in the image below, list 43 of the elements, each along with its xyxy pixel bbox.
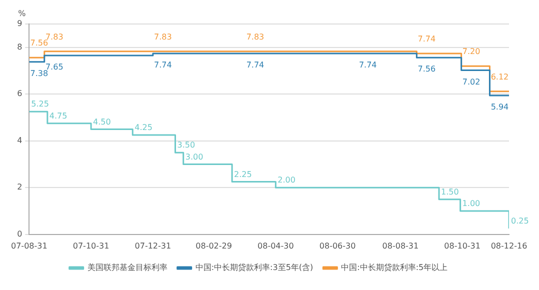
data-label: 4.50: [93, 117, 111, 126]
data-label: 7.74: [358, 60, 377, 70]
y-tick-label: 6: [17, 89, 22, 98]
data-label: 7.56: [30, 38, 48, 48]
x-tick-label: 08-08-31: [382, 241, 419, 250]
data-label: 2.25: [234, 170, 252, 179]
data-label: 7.74: [418, 34, 436, 44]
x-tick-label: 07-10-31: [72, 241, 110, 250]
y-tick-label: 2: [17, 182, 22, 192]
x-tick-label: 08-10-31: [444, 241, 480, 250]
legend-label: 中国:中长期贷款利率:5年以上: [341, 263, 448, 272]
y-tick-label: 8: [17, 42, 22, 52]
data-label: 3.50: [177, 140, 196, 150]
legend-label: 中国:中长期贷款利率:3至5年(含): [195, 263, 314, 272]
data-label: 2.00: [278, 176, 296, 185]
data-label: 7.20: [462, 47, 480, 56]
data-label: 6.12: [490, 72, 509, 82]
data-label: 7.83: [154, 32, 172, 42]
data-label: 5.94: [490, 102, 509, 112]
data-label: 1.50: [441, 187, 459, 196]
data-label: 4.25: [134, 123, 152, 132]
data-label: 3.00: [185, 152, 204, 162]
data-label: 7.74: [154, 60, 172, 70]
y-tick-label: 9: [17, 19, 22, 28]
data-label: 5.25: [31, 100, 49, 109]
y-tick-label: 4: [17, 136, 22, 145]
x-tick-label: 08-06-30: [319, 241, 356, 250]
y-tick-label: 0: [17, 229, 22, 238]
data-label: 7.74: [246, 60, 264, 70]
y-axis-title: %: [18, 9, 26, 18]
x-tick-label: 08-04-30: [258, 241, 294, 250]
x-tick-label: 07-12-31: [134, 241, 172, 250]
x-tick-label: 07-08-31: [11, 241, 48, 250]
data-label: 7.83: [45, 32, 64, 42]
data-label: 4.75: [49, 111, 68, 120]
legend-label: 美国联邦基金目标利率: [87, 263, 168, 272]
data-label: 0.25: [511, 216, 529, 226]
x-tick-label: 08-12-16: [490, 241, 528, 250]
data-label: 7.83: [246, 32, 264, 42]
data-label: 1.00: [462, 199, 480, 208]
data-label: 7.02: [462, 77, 480, 86]
x-tick-label: 08-02-29: [196, 241, 232, 250]
data-label: 7.56: [418, 64, 436, 74]
